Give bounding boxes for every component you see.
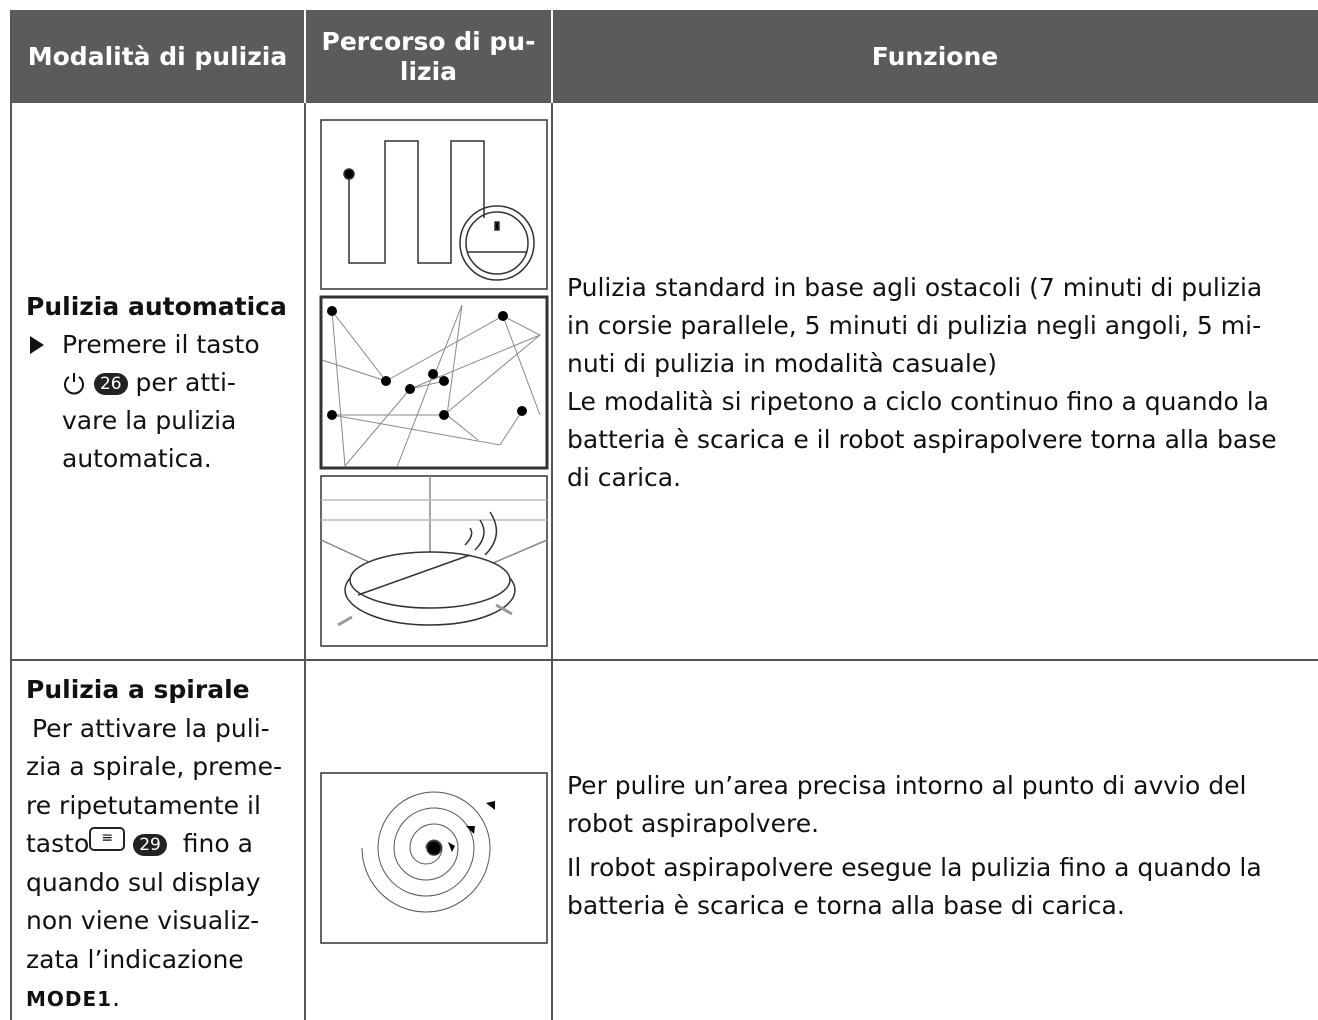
line: non viene visualiz- [26, 906, 260, 935]
menu-key-icon: ≡ [89, 827, 126, 851]
line: zia a spirale, preme- [26, 752, 282, 781]
line: automatica. [62, 444, 212, 473]
text: . [112, 983, 121, 1012]
text: per atti- [135, 368, 236, 397]
text: fino a [182, 829, 253, 858]
function-cell: Per pulire un’area precisa intorno al pu… [567, 767, 1262, 925]
line: 26 per atti- [62, 364, 287, 402]
mode-title: Pulizia automatica [26, 292, 287, 321]
function-cell: Pulizia standard in base agli ostacoli (… [567, 269, 1277, 497]
line: tasto ≡ 29 fino a [26, 825, 282, 864]
text: tasto [26, 829, 90, 858]
line: quando sul display [26, 867, 261, 897]
line: vare la pulizia [62, 406, 237, 435]
line: in corsie parallele, 5 minuti di pulizia… [567, 311, 1262, 340]
line: robot aspirapolvere. [567, 809, 820, 838]
line: Per attivare la puli- [32, 713, 270, 743]
line: batteria è scarica e torna alla base di … [567, 891, 1125, 920]
line: Le modalità si ripetono a ciclo continuo… [567, 387, 1270, 416]
illustrations [319, 119, 549, 944]
line: di carica. [567, 463, 682, 492]
button-number: 29 [133, 834, 167, 856]
button-number: 26 [93, 373, 128, 395]
line: zata l’indicazione [26, 944, 244, 974]
line: batteria è scarica e il robot aspirapolv… [567, 425, 1277, 454]
power-icon [64, 373, 84, 395]
header-cell: Funzione [871, 42, 999, 71]
header-line: Percorso di pu- [321, 27, 536, 56]
line: Pulizia standard in base agli ostacoli (… [567, 273, 1263, 302]
bullet [30, 336, 44, 354]
line: Per pulire un’area precisa intorno al pu… [567, 771, 1247, 800]
instruction: Premere il tasto 26 per atti- vare la pu… [26, 326, 287, 478]
header-line: lizia [399, 57, 458, 86]
header-cell: Modalità di pulizia [27, 42, 288, 71]
line: Il robot aspirapolvere esegue la pulizia… [567, 853, 1262, 882]
mode-code: MODE1 [26, 987, 113, 1011]
mode-title: Pulizia a spirale [26, 675, 250, 704]
header-cell: Percorso di pu-lizia [305, 27, 552, 87]
mode-cell: Pulizia automatica Premere il tasto 26 p… [26, 288, 287, 478]
mode-cell: Pulizia a spirale Per attivare la puli- … [26, 671, 282, 1019]
line: MODE1. [26, 979, 282, 1019]
line: nuti di pulizia in modalità casuale) [567, 349, 997, 378]
line: Premere il tasto [62, 330, 260, 359]
line: re ripetutamente il [26, 790, 261, 820]
